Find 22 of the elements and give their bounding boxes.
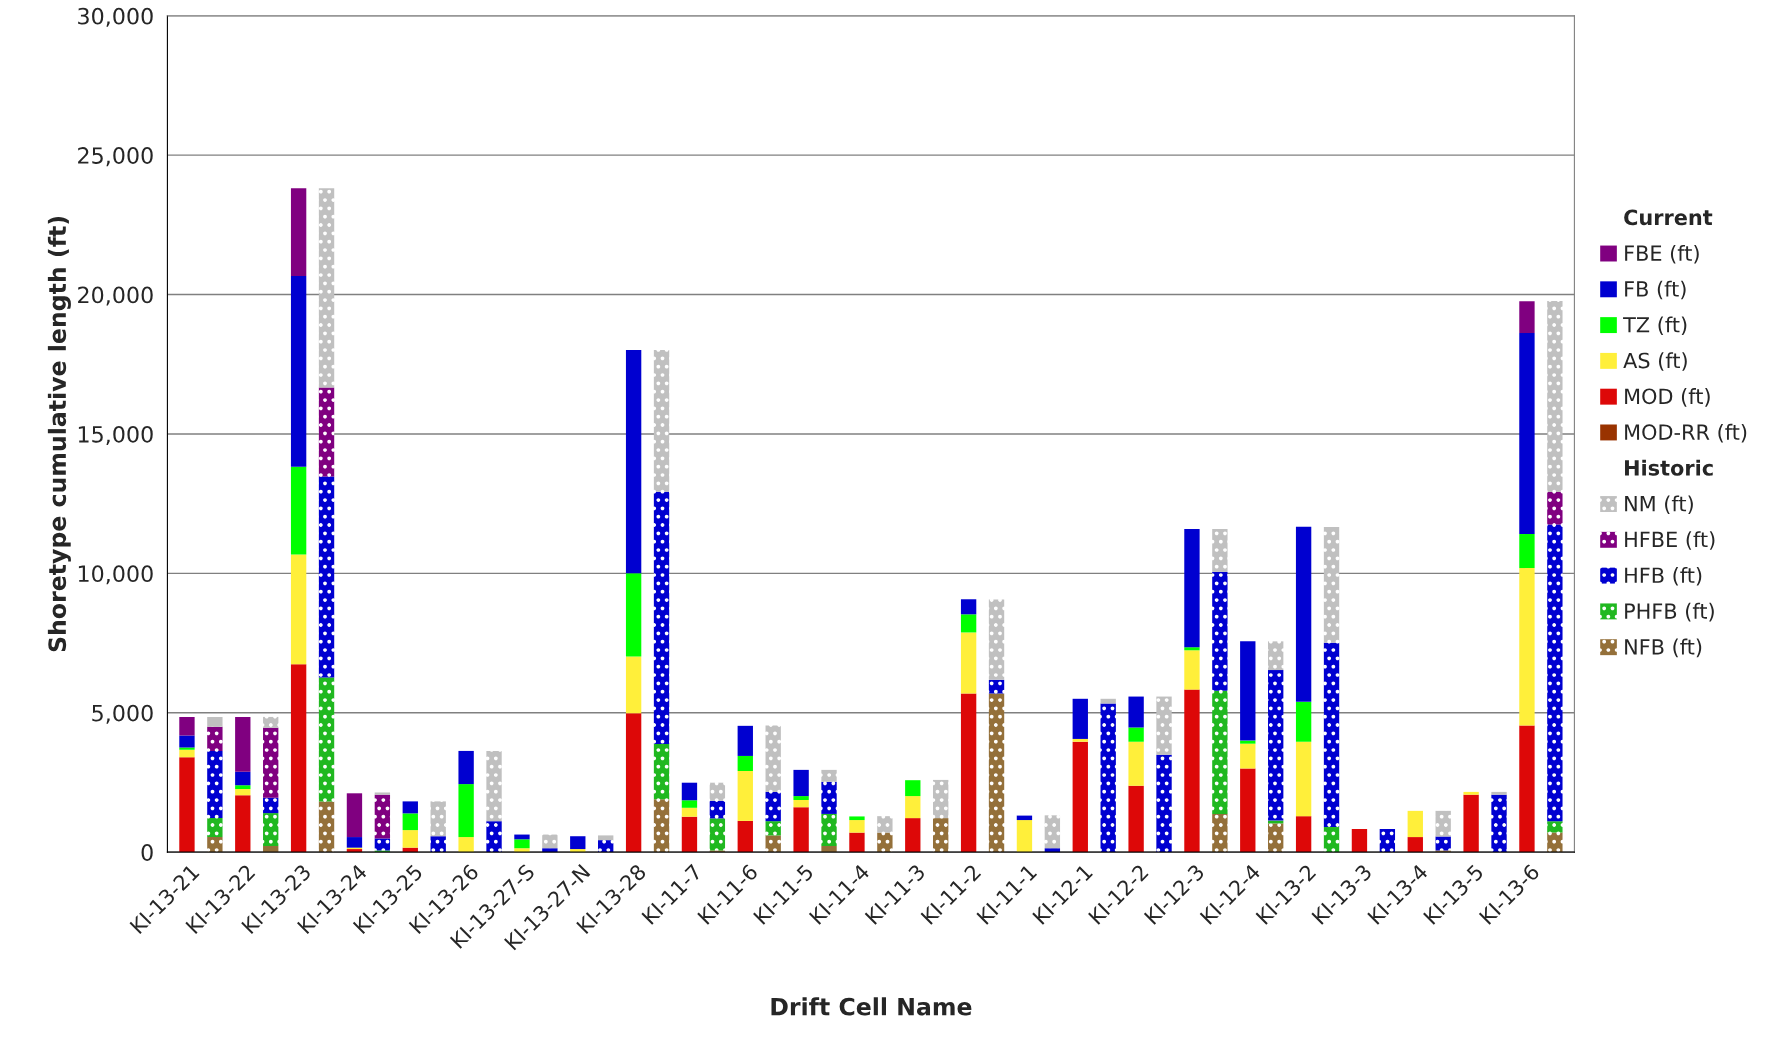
legend-label: FB (ft) xyxy=(1625,280,1686,300)
y-axis-title: Shoretype cumulative length (ft) xyxy=(47,216,71,652)
legend-label: PHFB (ft) xyxy=(1625,602,1714,622)
legend-label: HFB (ft) xyxy=(1625,567,1702,586)
y-tick-label: 30,000 xyxy=(78,7,153,27)
y-tick-label: 15,000 xyxy=(78,425,153,445)
legend-label: AS (ft) xyxy=(1623,352,1687,371)
legend-label: FBE (ft) xyxy=(1625,244,1699,264)
x-axis-title: Drift Cell Name xyxy=(771,997,972,1016)
legend-label: MOD-RR (ft) xyxy=(1625,423,1747,443)
legend-label: NFB (ft) xyxy=(1625,638,1702,658)
legend-label: TZ (ft) xyxy=(1623,316,1687,336)
legend-label: NM (ft) xyxy=(1625,495,1693,515)
y-tick-label: 0 xyxy=(141,844,153,861)
y-tick-label: 20,000 xyxy=(78,286,153,306)
legend-label: MOD (ft) xyxy=(1625,388,1710,407)
y-tick-label: 5,000 xyxy=(92,704,153,724)
legend-label: HFBE (ft) xyxy=(1625,531,1715,550)
text: Historic xyxy=(1625,459,1713,476)
y-tick-label: 10,000 xyxy=(78,565,153,585)
y-tick-label: 25,000 xyxy=(78,147,153,167)
text: Current xyxy=(1624,209,1713,226)
